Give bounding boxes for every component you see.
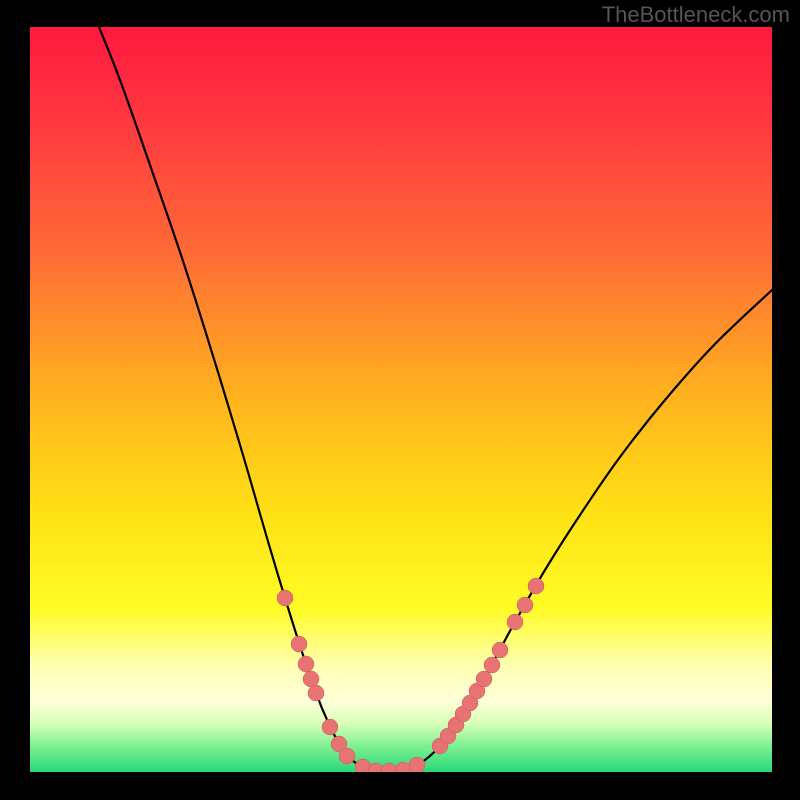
curve-marker [492, 642, 508, 658]
curve-marker [277, 590, 293, 606]
curve-marker [409, 757, 425, 773]
curve-marker [339, 748, 355, 764]
curve-marker [517, 597, 533, 613]
curve-marker [507, 614, 523, 630]
bottleneck-curve-chart [0, 0, 800, 800]
curve-marker [308, 685, 324, 701]
curve-marker [298, 656, 314, 672]
watermark-text: TheBottleneck.com [602, 2, 790, 28]
curve-marker [484, 657, 500, 673]
curve-marker [291, 636, 307, 652]
curve-marker [303, 671, 319, 687]
chart-container: TheBottleneck.com [0, 0, 800, 800]
curve-marker [528, 578, 544, 594]
curve-marker [322, 719, 338, 735]
curve-marker [476, 671, 492, 687]
